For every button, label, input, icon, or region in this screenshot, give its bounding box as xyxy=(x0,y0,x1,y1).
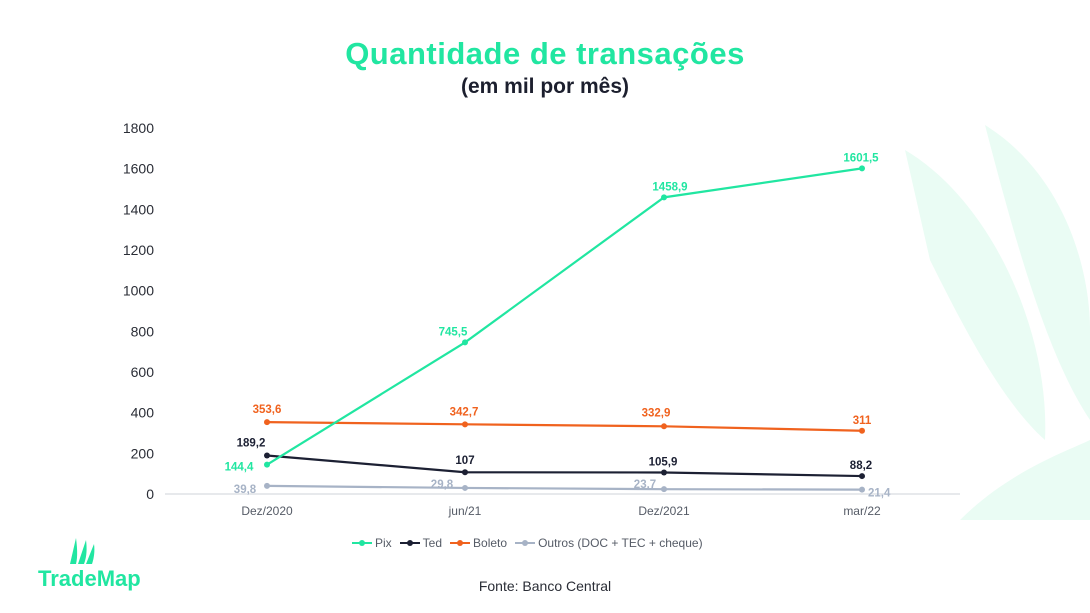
series-line-ted xyxy=(266,454,863,478)
data-point-pix xyxy=(859,165,865,172)
data-label-outros: 21,4 xyxy=(868,488,891,500)
legend-label-ted: Ted xyxy=(422,536,443,550)
y-tick-label: 200 xyxy=(131,445,155,461)
data-label-ted: 189,2 xyxy=(237,438,266,450)
data-point-ted xyxy=(661,469,667,476)
legend-swatch-pix xyxy=(352,538,372,548)
legend-item-outros: Outros (DOC + TEC + cheque) xyxy=(515,536,703,550)
data-label-ted: 88,2 xyxy=(850,460,872,472)
source-note: Fonte: Banco Central xyxy=(478,578,612,594)
data-label-boleto: 353,6 xyxy=(253,404,282,416)
logo-text: TradeMap xyxy=(38,566,141,592)
y-tick-label: 400 xyxy=(131,405,155,421)
legend-swatch-outros xyxy=(515,538,536,548)
x-tick-label: Dez/2021 xyxy=(638,504,690,518)
data-point-ted xyxy=(859,473,865,480)
y-tick-label: 1800 xyxy=(123,120,154,136)
data-point-boleto xyxy=(661,423,667,430)
series-line-outros xyxy=(266,484,863,491)
data-label-outros: 39,8 xyxy=(234,484,257,496)
y-tick-label: 1600 xyxy=(123,161,154,177)
data-label-pix: 1601,5 xyxy=(843,152,879,164)
y-tick-label: 800 xyxy=(131,323,155,339)
data-point-pix xyxy=(661,194,667,201)
data-label-outros: 29,8 xyxy=(431,479,454,491)
y-tick-label: 1400 xyxy=(123,201,154,217)
data-point-boleto xyxy=(859,427,865,434)
background-leaf-decoration xyxy=(905,125,1090,520)
chart-subtitle: (em mil por mês) xyxy=(460,75,630,98)
y-tick-label: 1000 xyxy=(123,283,154,299)
data-label-ted: 105,9 xyxy=(649,456,678,468)
x-tick-label: mar/22 xyxy=(843,504,881,518)
y-tick-label: 1200 xyxy=(123,242,154,258)
trademap-sail-icon xyxy=(70,538,95,564)
chart-legend: Pix Ted Boleto Outros (DOC + TEC + cheque) xyxy=(352,534,703,552)
legend-swatch-boleto xyxy=(450,538,471,548)
data-point-outros xyxy=(859,486,865,493)
data-label-boleto: 332,9 xyxy=(642,407,671,419)
data-point-pix xyxy=(264,461,270,468)
data-point-pix xyxy=(462,339,468,346)
data-point-outros xyxy=(462,484,468,491)
data-point-ted xyxy=(462,469,468,476)
data-label-pix: 144,4 xyxy=(225,462,254,474)
data-point-ted xyxy=(264,452,270,459)
data-label-outros: 23,7 xyxy=(634,479,656,491)
data-label-boleto: 342,7 xyxy=(450,406,479,418)
legend-item-pix: Pix xyxy=(352,536,392,550)
data-point-boleto xyxy=(264,419,270,426)
chart-title: Quantidade de transações xyxy=(345,36,745,71)
data-label-boleto: 311 xyxy=(853,415,872,427)
legend-label-boleto: Boleto xyxy=(473,536,508,550)
x-tick-label: jun/21 xyxy=(448,504,482,518)
data-label-pix: 1458,9 xyxy=(652,181,687,193)
y-tick-label: 0 xyxy=(146,486,154,502)
logo-wordmark: TradeMap xyxy=(38,566,141,591)
series-line-boleto xyxy=(266,421,863,432)
data-point-outros xyxy=(661,486,667,493)
data-label-pix: 745,5 xyxy=(439,326,468,338)
data-label-ted: 107 xyxy=(455,455,474,467)
legend-item-boleto: Boleto xyxy=(450,536,507,550)
y-tick-label: 600 xyxy=(131,364,155,380)
x-tick-label: Dez/2020 xyxy=(241,504,293,518)
data-point-boleto xyxy=(462,421,468,428)
legend-label-pix: Pix xyxy=(375,536,392,550)
legend-swatch-ted xyxy=(399,538,420,548)
legend-label-outros: Outros (DOC + TEC + cheque) xyxy=(538,536,703,550)
series-line-pix xyxy=(266,167,863,466)
data-point-outros xyxy=(264,482,270,489)
legend-item-ted: Ted xyxy=(399,536,443,550)
